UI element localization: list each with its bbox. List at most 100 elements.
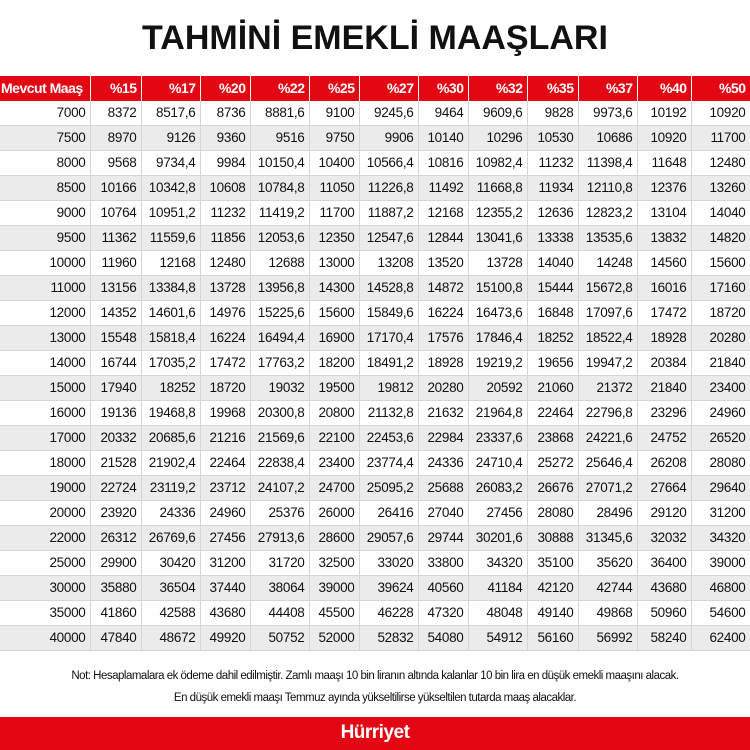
projected-salary-cell: 12168	[141, 250, 201, 276]
projected-salary-cell: 21569,6	[250, 425, 310, 451]
current-salary-cell: 30000	[0, 575, 91, 601]
projected-salary-cell: 20592	[468, 375, 528, 401]
projected-salary-cell: 15548	[90, 325, 142, 351]
projected-salary-cell: 11887,2	[359, 200, 419, 226]
current-salary-cell: 9000	[0, 200, 91, 226]
projected-salary-cell: 42744	[578, 575, 638, 601]
projected-salary-cell: 11398,4	[578, 150, 638, 176]
projected-salary-cell: 24960	[200, 500, 251, 526]
projected-salary-cell: 31200	[200, 550, 251, 576]
table-row: 40000 47840 48672 49920 50752 52000 52832 54080…	[0, 625, 750, 651]
projected-salary-cell: 11934	[527, 175, 579, 201]
projected-salary-cell: 24221,6	[578, 425, 638, 451]
projected-salary-cell: 18720	[200, 375, 251, 401]
projected-salary-cell: 11492	[418, 175, 469, 201]
projected-salary-cell: 17170,4	[359, 325, 419, 351]
projected-salary-cell: 33020	[359, 550, 419, 576]
projected-salary-cell: 20280	[418, 375, 469, 401]
current-salary-cell: 7000	[0, 101, 91, 126]
projected-salary-cell: 24710,4	[468, 450, 528, 476]
projected-salary-cell: 21964,8	[468, 400, 528, 426]
table-row: 8500 10166 10342,8 10608 10784,8 11050 11226,8…	[0, 175, 750, 201]
projected-salary-cell: 48672	[141, 625, 201, 651]
table-row: 10000 11960 12168 12480 12688 13000 13208 13520…	[0, 250, 750, 276]
projected-salary-cell: 9464	[418, 101, 469, 126]
projected-salary-cell: 8517,6	[141, 101, 201, 126]
projected-salary-cell: 21216	[200, 425, 251, 451]
projected-salary-cell: 16744	[90, 350, 142, 376]
projected-salary-cell: 42588	[141, 600, 201, 626]
table-row: 30000 35880 36504 37440 38064 39000 39624 40560…	[0, 575, 750, 601]
projected-salary-cell: 48048	[468, 600, 528, 626]
projected-salary-cell: 17472	[637, 300, 692, 326]
current-salary-cell: 11000	[0, 275, 91, 301]
projected-salary-cell: 31345,6	[578, 525, 638, 551]
projected-salary-cell: 23119,2	[141, 475, 201, 501]
table-row: 18000 21528 21902,4 22464 22838,4 23400 23774,…	[0, 450, 750, 476]
projected-salary-cell: 23337,6	[468, 425, 528, 451]
projected-salary-cell: 19812	[359, 375, 419, 401]
table-row: 13000 15548 15818,4 16224 16494,4 16900 17170,…	[0, 325, 750, 351]
projected-salary-cell: 10608	[200, 175, 251, 201]
projected-salary-cell: 52000	[309, 625, 360, 651]
projected-salary-cell: 13520	[418, 250, 469, 276]
projected-salary-cell: 15672,8	[578, 275, 638, 301]
projected-salary-cell: 19968	[200, 400, 251, 426]
projected-salary-cell: 34320	[468, 550, 528, 576]
projected-salary-cell: 20280	[691, 325, 750, 351]
projected-salary-cell: 12688	[250, 250, 310, 276]
projected-salary-cell: 19468,8	[141, 400, 201, 426]
projected-salary-cell: 18491,2	[359, 350, 419, 376]
projected-salary-cell: 33800	[418, 550, 469, 576]
projected-salary-cell: 13728	[468, 250, 528, 276]
projected-salary-cell: 23774,4	[359, 450, 419, 476]
projected-salary-cell: 21840	[637, 375, 692, 401]
projected-salary-cell: 56992	[578, 625, 638, 651]
projected-salary-cell: 8970	[90, 125, 142, 151]
projected-salary-cell: 13832	[637, 225, 692, 251]
projected-salary-cell: 12168	[418, 200, 469, 226]
projected-salary-cell: 47320	[418, 600, 469, 626]
current-salary-cell: 9500	[0, 225, 91, 251]
projected-salary-cell: 19219,2	[468, 350, 528, 376]
projected-salary-cell: 23868	[527, 425, 579, 451]
column-header: %35	[527, 76, 579, 101]
column-header: %30	[418, 76, 469, 101]
projected-salary-cell: 24960	[691, 400, 750, 426]
projected-salary-cell: 12355,2	[468, 200, 528, 226]
column-header: %15	[90, 76, 142, 101]
projected-salary-cell: 12480	[200, 250, 251, 276]
projected-salary-cell: 18252	[527, 325, 579, 351]
projected-salary-cell: 13535,6	[578, 225, 638, 251]
projected-salary-cell: 11700	[691, 125, 750, 151]
projected-salary-cell: 21902,4	[141, 450, 201, 476]
projected-salary-cell: 12110,8	[578, 175, 638, 201]
projected-salary-cell: 30888	[527, 525, 579, 551]
column-header: %50	[691, 76, 750, 101]
projected-salary-cell: 11419,2	[250, 200, 310, 226]
current-salary-cell: 12000	[0, 300, 91, 326]
projected-salary-cell: 27456	[200, 525, 251, 551]
projected-salary-cell: 10342,8	[141, 175, 201, 201]
pension-table: Mevcut Maaş %15 %17 %20 %22 %25 %27 %30 %32 %35 %3…	[0, 76, 750, 651]
projected-salary-cell: 17160	[691, 275, 750, 301]
table-row: 9000 10764 10951,2 11232 11419,2 11700 11887,2…	[0, 200, 750, 226]
projected-salary-cell: 41860	[90, 600, 142, 626]
projected-salary-cell: 23400	[691, 375, 750, 401]
projected-salary-cell: 23712	[200, 475, 251, 501]
projected-salary-cell: 44408	[250, 600, 310, 626]
table-row: 16000 19136 19468,8 19968 20300,8 20800 21132,…	[0, 400, 750, 426]
projected-salary-cell: 49140	[527, 600, 579, 626]
projected-salary-cell: 12844	[418, 225, 469, 251]
projected-salary-cell: 25095,2	[359, 475, 419, 501]
projected-salary-cell: 22984	[418, 425, 469, 451]
projected-salary-cell: 9516	[250, 125, 310, 151]
projected-salary-cell: 17472	[200, 350, 251, 376]
projected-salary-cell: 9245,6	[359, 101, 419, 126]
projected-salary-cell: 24336	[418, 450, 469, 476]
projected-salary-cell: 10764	[90, 200, 142, 226]
column-header: Mevcut Maaş	[0, 76, 91, 101]
projected-salary-cell: 16224	[200, 325, 251, 351]
table-row: 20000 23920 24336 24960 25376 26000 26416 27040…	[0, 500, 750, 526]
projected-salary-cell: 13156	[90, 275, 142, 301]
